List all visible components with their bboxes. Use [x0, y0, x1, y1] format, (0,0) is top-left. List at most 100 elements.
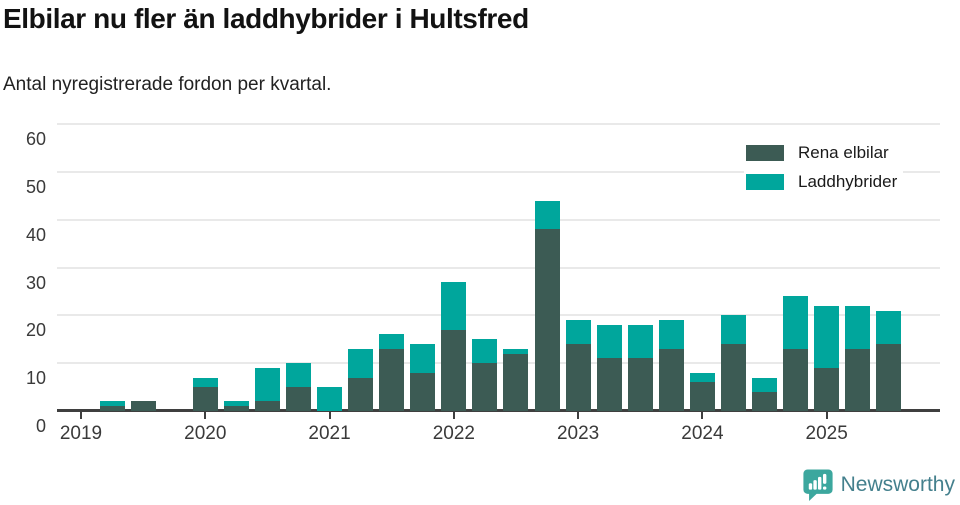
bar-segment-rena-elbilar-2025-q1: [814, 367, 840, 411]
bar-segment-rena-elbilar-2023-q1: [565, 344, 591, 411]
x-tick-label-2020: 2020: [184, 423, 227, 444]
bar-2024-q3: [752, 377, 778, 411]
bar-segment-rena-elbilar-2022-q2: [472, 363, 498, 411]
y-tick-label-40: 40: [25, 224, 46, 245]
legend-label-laddhybrider: Laddhybrider: [798, 172, 898, 191]
legend-label-rena-elbilar: Rena elbilar: [798, 143, 889, 162]
plot-area: [57, 123, 940, 411]
bar-segment-laddhybrider-2022-q3: [503, 348, 529, 354]
bar-2022-q2: [472, 339, 498, 411]
bar-segment-laddhybrider-2025-q1: [814, 305, 840, 368]
x-tick-label-2023: 2023: [556, 423, 600, 444]
bar-2023-q4: [658, 320, 684, 411]
bar-segment-laddhybrider-2024-q3: [752, 377, 778, 392]
bar-2025-q2: [845, 305, 871, 411]
y-tick-label-20: 20: [25, 320, 46, 341]
bar-2020-q1: [192, 377, 218, 411]
y-tick-label-50: 50: [25, 176, 46, 197]
bar-segment-rena-elbilar-2023-q4: [658, 348, 684, 411]
bar-2022-q3: [503, 348, 529, 411]
bar-segment-rena-elbilar-2020-q2: [223, 406, 249, 411]
legend-swatch-laddhybrider: [746, 174, 784, 190]
bar-segment-laddhybrider-2019-q2: [99, 401, 125, 407]
y-axis: 0 10 20 30 40 50 60: [0, 124, 46, 436]
bar-segment-laddhybrider-2021-q3: [379, 334, 405, 349]
bar-segment-laddhybrider-2023-q3: [627, 324, 653, 359]
bar-2025-q1: [814, 305, 840, 411]
bar-2025-q3: [876, 310, 902, 411]
bar-segment-rena-elbilar-2024-q1: [689, 382, 715, 411]
x-tick-label-2025: 2025: [805, 423, 848, 444]
y-tick-label-0: 0: [35, 416, 46, 436]
newsworthy-wordmark: Newsworthy: [840, 472, 955, 496]
gridline-y-40: [57, 218, 940, 221]
bar-segment-rena-elbilar-2025-q3: [876, 344, 902, 411]
bar-segment-rena-elbilar-2022-q4: [534, 229, 560, 411]
bar-segment-rena-elbilar-2019-q3: [130, 401, 156, 411]
newsworthy-brand: Newsworthy: [802, 468, 955, 501]
x-axis: 2019 2020 2021 2022 2023 2024 2025: [57, 409, 940, 454]
bar-2020-q3: [254, 367, 280, 411]
bar-segment-laddhybrider-2021-q2: [348, 348, 374, 378]
bar-2024-q4: [783, 296, 809, 411]
bar-segment-laddhybrider-2024-q1: [689, 372, 715, 383]
bar-segment-rena-elbilar-2020-q1: [192, 387, 218, 411]
x-tick-label-2019: 2019: [59, 423, 103, 444]
x-tick-2021: [328, 412, 331, 419]
bar-segment-laddhybrider-2024-q4: [783, 296, 809, 349]
gridline-y-30: [57, 266, 940, 269]
bar-segment-laddhybrider-2023-q4: [658, 320, 684, 349]
bar-segment-laddhybrider-2021-q4: [410, 344, 436, 373]
bar-2019-q2: [99, 401, 125, 411]
bar-2021-q2: [348, 348, 374, 411]
legend-swatch-rena-elbilar: [746, 145, 784, 161]
y-tick-label-10: 10: [25, 368, 46, 389]
x-tick-2020: [204, 412, 207, 419]
gridline-y-10: [57, 362, 940, 365]
x-tick-2024: [701, 412, 704, 419]
bar-segment-rena-elbilar-2020-q3: [254, 401, 280, 411]
bar-segment-rena-elbilar-2024-q4: [783, 348, 809, 411]
bar-2022-q1: [441, 281, 467, 411]
bar-segment-rena-elbilar-2021-q4: [410, 372, 436, 411]
bar-segment-rena-elbilar-2023-q2: [596, 358, 622, 411]
bar-2022-q4: [534, 200, 560, 411]
x-tick-2022: [452, 412, 455, 419]
bar-segment-laddhybrider-2025-q3: [876, 310, 902, 345]
bar-segment-laddhybrider-2023-q1: [565, 320, 591, 345]
newsworthy-logo-icon: [803, 469, 833, 501]
bar-segment-laddhybrider-2024-q2: [720, 315, 746, 345]
bar-2021-q1: [317, 387, 343, 411]
bar-segment-rena-elbilar-2025-q2: [845, 348, 871, 411]
x-tick-label-2022: 2022: [432, 423, 475, 444]
gridline-y-20: [57, 314, 940, 317]
bar-2019-q3: [130, 401, 156, 411]
bar-segment-rena-elbilar-2022-q3: [503, 353, 529, 411]
chart-subtitle: Antal nyregistrerade fordon per kvartal.: [3, 74, 332, 95]
gridline-y-50: [57, 170, 940, 173]
x-tick-2025: [825, 412, 828, 419]
bar-segment-laddhybrider-2020-q2: [223, 401, 249, 407]
bar-segment-laddhybrider-2023-q2: [596, 324, 622, 359]
bar-2023-q3: [627, 324, 653, 411]
bar-segment-laddhybrider-2020-q4: [285, 363, 311, 388]
gridline-y-60: [57, 123, 940, 125]
x-tick-label-2024: 2024: [681, 423, 724, 444]
y-tick-label-60: 60: [25, 129, 46, 149]
legend: Rena elbilar Laddhybrider: [744, 139, 904, 200]
bar-segment-rena-elbilar-2023-q3: [627, 358, 653, 411]
bar-2021-q3: [379, 334, 405, 411]
bar-segment-rena-elbilar-2021-q2: [348, 377, 374, 411]
bar-segment-rena-elbilar-2024-q2: [720, 344, 746, 411]
bar-segment-laddhybrider-2021-q1: [317, 387, 343, 411]
bar-2023-q2: [596, 324, 622, 411]
bar-segment-laddhybrider-2020-q1: [192, 377, 218, 388]
bar-2024-q2: [720, 315, 746, 411]
bar-2021-q4: [410, 344, 436, 411]
legend-item-rena-elbilar: Rena elbilar: [746, 142, 897, 164]
chart-title: Elbilar nu fler än laddhybrider i Hultsf…: [3, 3, 529, 34]
x-axis-line: [57, 409, 940, 412]
legend-item-laddhybrider: Laddhybrider: [746, 171, 897, 193]
bar-segment-rena-elbilar-2022-q1: [441, 329, 467, 411]
